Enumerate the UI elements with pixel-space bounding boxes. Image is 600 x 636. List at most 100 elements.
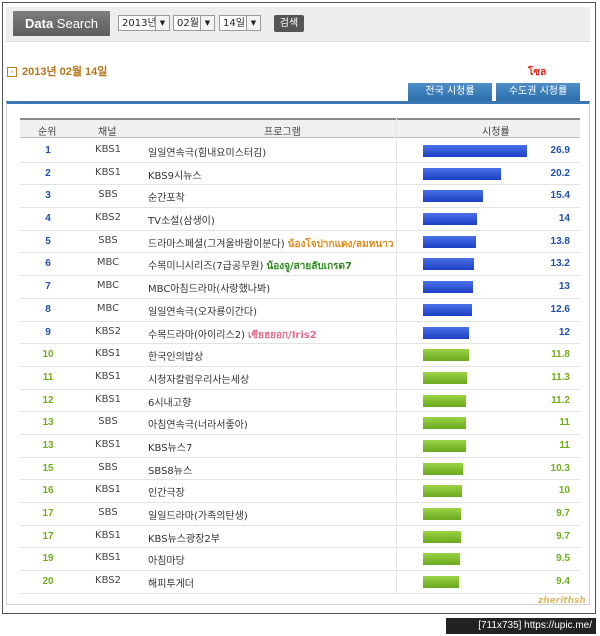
- program-title: KBS뉴스광장2부: [148, 533, 220, 545]
- channel-cell: KBS1: [95, 438, 121, 450]
- rank-cell: 7: [45, 281, 51, 293]
- channel-cell: KBS2: [95, 212, 121, 224]
- search-button[interactable]: 검색: [274, 15, 304, 32]
- rank-cell: 17: [42, 530, 54, 542]
- program-title: 시청자칼럼우리사는세상: [148, 374, 250, 386]
- program-title: 일일연속극(힘내요미스터김): [148, 148, 267, 159]
- program-cell: 아침연속극(너라서좋아): [148, 416, 248, 431]
- table-row: 4 KBS2 TV소설(삼생이) 14: [20, 208, 580, 231]
- program-note: เซียฮยอก/Iris2: [247, 329, 317, 341]
- rating-bar: [423, 145, 527, 157]
- rating-value: 11.2: [551, 394, 570, 406]
- rating-value: 12: [558, 326, 570, 338]
- channel-cell: KBS1: [95, 529, 121, 541]
- table-row: 2 KBS1 KBS9시뉴스 20.2: [20, 163, 580, 186]
- rank-cell: 3: [45, 190, 51, 202]
- rating-bar: [423, 508, 461, 520]
- rating-bar: [423, 235, 476, 248]
- program-cell: 아침마당: [148, 552, 185, 567]
- rating-bar: [423, 371, 467, 384]
- tab-capital-rating[interactable]: 수도권 시청률: [496, 83, 580, 101]
- table-row: 11 KBS1 시청자칼럼우리사는세상 11.3: [20, 367, 580, 390]
- channel-cell: MBC: [96, 302, 120, 314]
- channel-cell: MBC: [96, 257, 120, 269]
- column-divider: [396, 118, 397, 593]
- rating-value: 13.2: [550, 258, 570, 270]
- rating-bar: [423, 303, 472, 316]
- program-cell: KBS9시뉴스: [148, 167, 202, 182]
- rank-cell: 10: [42, 349, 54, 361]
- program-title: TV소설(삼생이): [148, 216, 215, 228]
- channel-cell: SBS: [98, 189, 118, 201]
- channel-cell: KBS1: [95, 370, 121, 382]
- chevron-down-icon: ▼: [246, 16, 260, 30]
- rating-bar: [423, 349, 469, 362]
- table-row: 3 SBS 순간포착 15.4: [20, 185, 580, 209]
- channel-cell: SBS: [98, 461, 118, 473]
- program-cell: 수목미니시리즈(7급공무원) น้องจู/สายลับเกรด7: [148, 257, 352, 274]
- program-title: 일일연속극(오자룡이간다): [148, 306, 258, 318]
- table-row: 1 KBS1 일일연속극(힘내요미스터김) 26.9: [20, 140, 580, 163]
- table-row: 5 SBS 드라마스페셜(그겨울바람이분다) น้องโจปากแดง/ลมหนาว 1…: [20, 231, 580, 254]
- program-title: SBS8뉴스: [148, 465, 193, 477]
- rating-bar: [423, 167, 501, 180]
- rating-bar: [423, 281, 473, 294]
- day-select[interactable]: 14일 ▼: [219, 15, 261, 31]
- program-cell: 순간포착: [148, 189, 185, 204]
- data-search-label: Data Search: [13, 11, 110, 36]
- table-row: 17 KBS1 KBS뉴스광장2부 9.7: [20, 526, 580, 549]
- program-cell: 시청자칼럼우리사는세상: [148, 371, 249, 386]
- rank-cell: 16: [42, 485, 54, 497]
- rating-value: 11: [559, 439, 570, 451]
- program-title: 수목드라마(아이리스2): [148, 329, 245, 341]
- program-title: 6시내고향: [148, 397, 192, 409]
- program-cell: 드라마스페셜(그겨울바람이분다) น้องโจปากแดง/ลมหนาว: [148, 235, 393, 252]
- table-row: 12 KBS1 6시내고향 11.2: [20, 390, 580, 413]
- rank-cell: 20: [42, 576, 54, 588]
- rank-cell: 11: [42, 371, 54, 383]
- month-select[interactable]: 02월 ▼: [173, 15, 215, 31]
- program-cell: 한국인의밥상: [148, 348, 203, 363]
- tab-national-rating[interactable]: 전국 시청률: [408, 83, 492, 101]
- arrow-right-icon: ›: [7, 67, 17, 77]
- table-row: 15 SBS SBS8뉴스 10.3: [20, 458, 580, 481]
- table-row: 16 KBS1 인간극장 10: [20, 480, 580, 503]
- program-cell: 해피투게더: [148, 575, 194, 590]
- program-cell: KBS뉴스7: [148, 439, 192, 454]
- program-cell: 수목드라마(아이리스2) เซียฮยอก/Iris2: [148, 326, 317, 343]
- rank-cell: 19: [42, 553, 54, 565]
- channel-cell: MBC: [96, 280, 120, 292]
- program-cell: 6시내고향: [148, 394, 191, 409]
- channel-cell: KBS1: [95, 144, 121, 155]
- program-title: 해피투게더: [148, 579, 194, 591]
- channel-cell: SBS: [98, 416, 118, 428]
- program-note: น้องโจปากแดง/ลมหนาว: [287, 238, 394, 250]
- channel-cell: KBS1: [95, 348, 121, 360]
- header-rank: 순위: [38, 127, 57, 138]
- rating-value: 13: [558, 281, 570, 293]
- region-label: โซล: [528, 67, 547, 78]
- rating-bar: [423, 462, 463, 475]
- program-title: KBS9시뉴스: [148, 170, 202, 182]
- program-cell: TV소설(삼생이): [148, 212, 215, 227]
- program-title: 아침연속극(너라서좋아): [148, 420, 248, 432]
- footer-info: [711x735] https://upic.me/: [446, 618, 596, 634]
- rank-cell: 13: [42, 417, 54, 429]
- rating-bar: [423, 576, 459, 589]
- table-row: 13 KBS1 KBS뉴스7 11: [20, 435, 580, 458]
- program-title: 수목미니시리즈(7급공무원): [148, 261, 264, 273]
- program-note: น้องจู/สายลับเกรด7: [266, 261, 352, 273]
- channel-cell: KBS2: [95, 575, 121, 587]
- chevron-down-icon: ▼: [200, 16, 214, 30]
- program-cell: 인간극장: [148, 484, 185, 499]
- rating-bar: [423, 213, 477, 226]
- channel-cell: KBS1: [95, 552, 121, 564]
- rating-bar: [423, 530, 461, 543]
- rating-value: 11.8: [551, 349, 570, 361]
- rating-value: 13.8: [550, 235, 570, 247]
- year-select[interactable]: 2013년 ▼: [118, 15, 170, 31]
- program-cell: 일일연속극(힘내요미스터김): [148, 144, 266, 159]
- table-row: 9 KBS2 수목드라마(아이리스2) เซียฮยอก/Iris2 12: [20, 322, 580, 345]
- program-title: 인간극장: [148, 488, 185, 500]
- rating-value: 10: [558, 485, 570, 497]
